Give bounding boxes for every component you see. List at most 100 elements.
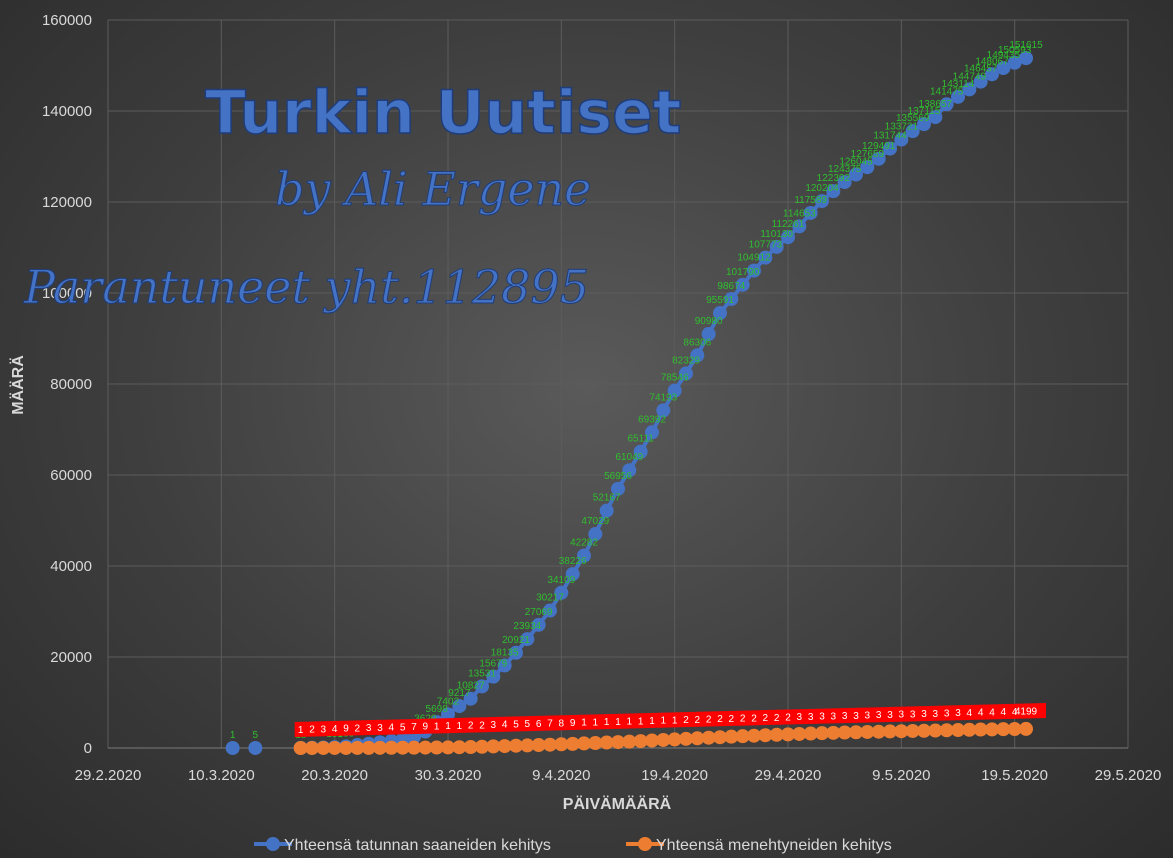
data-point [225,740,240,755]
data-label: 18135 [491,647,519,658]
data-label: 86306 [683,337,711,348]
y-tick-label: 160000 [42,12,92,29]
data-point [905,723,920,738]
data-point [611,481,625,496]
data-label: 144749 [953,71,987,82]
data-point [622,463,637,478]
data-label: 9 [423,722,429,733]
data-point [928,723,943,738]
data-point [316,740,331,755]
y-tick-label: 140000 [42,103,92,120]
data-point [350,740,365,755]
data-point [917,723,931,738]
data-label: 10827 [457,681,485,692]
data-point [418,740,433,755]
data-label: 3 [876,710,882,721]
gridlines [107,19,1129,749]
data-label: 9217 [448,688,471,699]
data-label: 2 [729,714,735,725]
data-point [509,645,523,660]
data-label: 1 [457,721,463,732]
y-axis: 0 20000 40000 60000 80000 100000 120000 140000 1… [42,12,92,757]
data-point [509,738,523,753]
data-point [497,658,512,673]
data-point [577,548,591,563]
data-point [497,739,512,754]
data-label: 78546 [661,373,689,384]
data-label: 1 [593,717,599,728]
data-label: 1 [604,717,610,728]
data-label: 4 [389,723,395,734]
legend-swatch-marker [638,837,652,851]
data-point [747,263,761,278]
data-point [407,740,421,755]
data-point [373,740,387,755]
data-point [361,740,376,755]
data-label: 42282 [570,538,598,549]
y-tick-label: 20000 [50,649,92,666]
data-label: 4 [502,720,508,731]
data-point [769,727,784,742]
data-point [656,403,671,418]
data-label: 122392 [817,173,851,184]
data-labels: 1518191359670947123615291872243336295698… [230,40,1047,741]
data-label: 61049 [615,452,643,463]
data-label: 151615 [1009,40,1043,51]
data-label: 3 [899,710,905,721]
data-point [1019,721,1033,736]
data-point [815,726,829,741]
data-point [622,734,637,749]
data-label: 1 [627,717,633,728]
y-tick-label: 0 [84,740,92,757]
data-label: 3 [853,711,859,722]
data-label: 124375 [828,164,862,175]
data-point [463,740,478,755]
data-label: 133721 [885,122,919,133]
data-label: 2 [751,713,757,724]
data-point [769,239,784,254]
x-tick-label: 29.4.2020 [755,767,822,784]
data-label: 7402 [437,696,460,707]
data-label: 2 [355,723,361,734]
data-label: 15679 [479,659,507,670]
data-label: 146457 [964,64,998,75]
data-label: 4 [1001,707,1007,718]
x-axis-title: PÄIVÄMÄÄRÄ [563,795,672,813]
series [225,51,1033,755]
data-point [735,729,750,744]
data-label: 4 [1012,707,1018,718]
data-point [939,723,954,738]
data-label: 90980 [695,316,723,327]
data-label: 137115 [908,106,941,117]
watermark-author: by Ali Ergene [275,162,591,216]
data-label: 2 [740,714,746,725]
data-point [871,724,886,739]
data-point [633,734,648,749]
legend-label: Yhteensä menehtyneiden kehitys [656,837,892,854]
data-label: 9 [343,724,349,735]
data-point [837,175,852,190]
data-point [747,728,761,743]
data-label: 104912 [737,253,771,264]
data-point [701,730,716,745]
data-point [475,679,489,694]
data-point [588,527,603,542]
data-point [951,89,965,104]
data-label: 3 [797,712,803,723]
data-point [611,735,625,750]
data-label: 27069 [525,607,553,618]
data-point [803,726,818,741]
data-label: 3 [955,708,961,719]
data-point [985,722,999,737]
data-point [962,722,977,737]
data-point [860,160,875,175]
data-point [871,151,886,166]
data-point [441,740,455,755]
x-axis: 29.2.2020 10.3.2020 20.3.2020 30.3.2020 9.4.… [75,747,1161,784]
x-tick-label: 30.3.2020 [415,767,482,784]
data-point [327,740,342,755]
data-label: 7 [547,719,553,730]
data-point [905,124,920,139]
watermark-title: Turkin Uutiset [205,78,681,148]
